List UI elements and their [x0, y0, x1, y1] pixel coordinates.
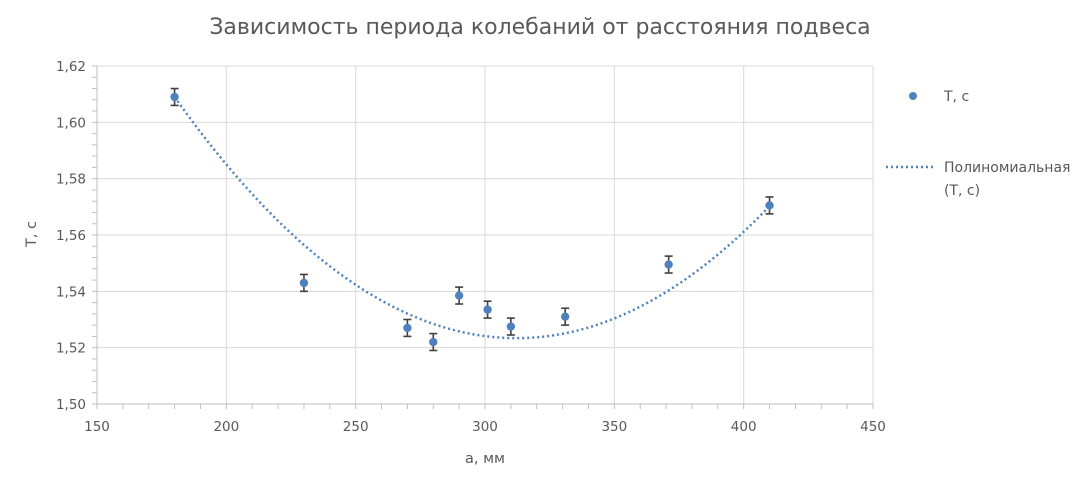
y-tick-label: 1,60 [56, 115, 86, 131]
error-bars [170, 87, 774, 352]
y-tick-label: 1,62 [56, 59, 86, 75]
legend-label-trendline-line1: Полиномиальная [944, 160, 1070, 176]
x-tick-label: 350 [601, 419, 627, 435]
data-point [454, 291, 464, 300]
y-tick-label: 1,58 [56, 172, 86, 188]
legend: Т, с Полиномиальная (Т, с) [886, 89, 1070, 199]
x-tick-label: 300 [472, 419, 498, 435]
trendline [173, 96, 771, 340]
y-tick-label: 1,52 [56, 341, 86, 357]
data-point [664, 260, 673, 269]
y-tick-label: 1,50 [56, 397, 86, 413]
legend-label-points: Т, с [943, 89, 969, 105]
data-point [299, 278, 309, 288]
y-axis-label: Т, с [24, 221, 40, 248]
data-point [560, 312, 570, 321]
x-tick-label: 400 [731, 419, 757, 435]
data-point [483, 305, 492, 314]
data-point [506, 322, 516, 331]
data-point [403, 323, 412, 333]
legend-label-trendline-line2: (Т, с) [944, 183, 980, 199]
data-point [170, 92, 179, 102]
x-tick-label: 150 [84, 419, 110, 435]
grid [97, 65, 874, 404]
y-tick-label: 1,56 [56, 228, 86, 244]
x-tick-label: 450 [860, 419, 886, 435]
x-tick-label: 250 [343, 419, 369, 435]
data-point [429, 337, 438, 347]
x-tick-label: 200 [213, 419, 239, 435]
legend-marker-points [909, 92, 917, 100]
y-tick-label: 1,54 [56, 284, 86, 300]
x-axis-label: a, мм [465, 451, 505, 467]
chart-title: Зависимость периода колебаний от расстоя… [209, 15, 870, 40]
axes [92, 65, 874, 409]
tick-labels: 1,50 1,52 1,54 1,56 1,58 1,60 1,62 150 200 250 300… [56, 59, 886, 435]
data-point [765, 201, 774, 210]
data-points [170, 92, 774, 347]
